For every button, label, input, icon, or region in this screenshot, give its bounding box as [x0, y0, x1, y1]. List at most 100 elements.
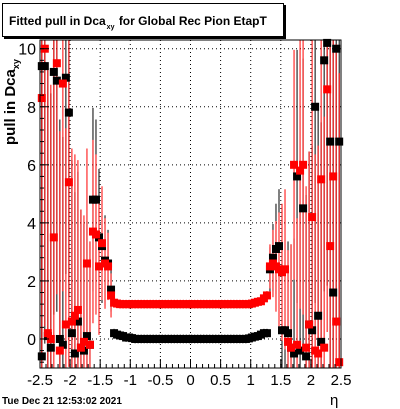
- data-point: [70, 349, 79, 358]
- data-point: [70, 311, 79, 320]
- data-point: [43, 329, 52, 338]
- grid: [39, 40, 342, 368]
- x-axis-label: η: [330, 392, 339, 409]
- y-tick-label: 10: [18, 42, 36, 59]
- data-point: [274, 242, 283, 251]
- timestamp: Tue Dec 21 12:53:02 2021: [2, 396, 122, 407]
- data-point: [94, 262, 103, 271]
- data-point: [268, 253, 277, 262]
- y-tick-label: 2: [27, 274, 36, 291]
- data-point: [332, 317, 341, 326]
- data-point: [262, 329, 271, 338]
- data-point: [332, 44, 341, 53]
- data-point: [290, 349, 299, 358]
- ylabel-main: pull in Dca: [2, 69, 19, 145]
- data-point: [58, 79, 67, 88]
- ylabel-subscript: xy: [11, 59, 21, 70]
- data-point: [46, 343, 55, 352]
- y-tick-label: 8: [27, 100, 36, 117]
- data-point: [61, 73, 70, 82]
- data-point: [91, 195, 100, 204]
- x-tick-label: 1.5: [270, 372, 291, 389]
- data-point: [262, 291, 271, 300]
- data-point: [37, 352, 46, 361]
- data-point: [49, 233, 58, 242]
- data-point: [314, 311, 323, 320]
- data-point: [305, 320, 314, 329]
- data-point: [91, 230, 100, 239]
- data-point: [61, 320, 70, 329]
- data-point: [55, 334, 64, 343]
- data-point: [323, 85, 332, 94]
- title-box: Fitted pull in Dcaxy for Global Rec Pion…: [2, 3, 284, 37]
- data-point: [58, 340, 67, 349]
- x-tick-label: 2.5: [331, 372, 352, 389]
- data-point: [281, 265, 290, 274]
- data-point: [302, 352, 311, 361]
- data-point: [98, 239, 107, 248]
- data-point: [107, 285, 116, 294]
- data-point: [73, 317, 82, 326]
- x-tick-label: 0: [186, 372, 194, 389]
- chart-title: Fitted pull in Dcaxy for Global Rec Pion…: [9, 14, 267, 31]
- x-tick-label: 2: [307, 372, 315, 389]
- data-point: [308, 213, 317, 222]
- x-tick-label: -0.5: [147, 372, 173, 389]
- data-point: [335, 137, 344, 146]
- data-point: [299, 204, 308, 213]
- data-point: [46, 334, 55, 343]
- y-tick-label: 6: [27, 158, 36, 175]
- data-point: [55, 346, 64, 355]
- data-point: [73, 305, 82, 314]
- x-tick-label: -1.5: [87, 372, 113, 389]
- data-point: [76, 343, 85, 352]
- y-axis-label: pull in Dcaxy: [2, 59, 21, 145]
- data-point: [317, 175, 326, 184]
- data-point: [317, 337, 326, 346]
- data-point: [64, 108, 73, 117]
- data-point: [284, 329, 293, 338]
- data-point: [302, 343, 311, 352]
- y-tick-label: 4: [27, 216, 36, 233]
- data-point: [49, 67, 58, 76]
- data-point: [67, 329, 76, 338]
- data-point: [326, 137, 335, 146]
- data-point: [67, 317, 76, 326]
- data-point: [40, 62, 49, 71]
- data-point: [314, 349, 323, 358]
- data-point: [311, 102, 320, 111]
- data-point: [326, 242, 335, 251]
- data-point: [37, 94, 46, 103]
- y-tick-label: 0: [27, 332, 36, 349]
- data-point: [308, 326, 317, 335]
- data-point: [293, 340, 302, 349]
- data-point: [287, 343, 296, 352]
- x-tick-label: -2.5: [27, 372, 53, 389]
- data-point: [320, 343, 329, 352]
- data-point: [296, 346, 305, 355]
- data-point: [85, 340, 94, 349]
- data-point: [293, 172, 302, 181]
- x-tick-label: 1: [247, 372, 255, 389]
- data-point: [52, 59, 61, 68]
- data-point: [82, 259, 91, 268]
- data-point: [329, 288, 338, 297]
- x-tick-label: -1: [124, 372, 137, 389]
- data-point: [64, 178, 73, 187]
- data-point: [82, 332, 91, 341]
- data-markers: [37, 38, 344, 367]
- data-point: [107, 291, 116, 300]
- data-point: [79, 337, 88, 346]
- data-point: [52, 76, 61, 85]
- title-tail: for Global Rec Pion EtapT: [118, 14, 267, 28]
- data-point: [299, 160, 308, 169]
- title-subscript: xy: [106, 24, 115, 31]
- data-point: [296, 166, 305, 175]
- data-point: [323, 38, 332, 47]
- data-point: [329, 172, 338, 181]
- axes: -2.5 -2 -1.5 -1 -0.5 0 0.5 1 1.5 2 2.5 0 2 4 6 8 10: [18, 42, 351, 389]
- x-tick-label: 0.5: [210, 372, 231, 389]
- data-point: [104, 262, 113, 271]
- data-point: [335, 358, 344, 367]
